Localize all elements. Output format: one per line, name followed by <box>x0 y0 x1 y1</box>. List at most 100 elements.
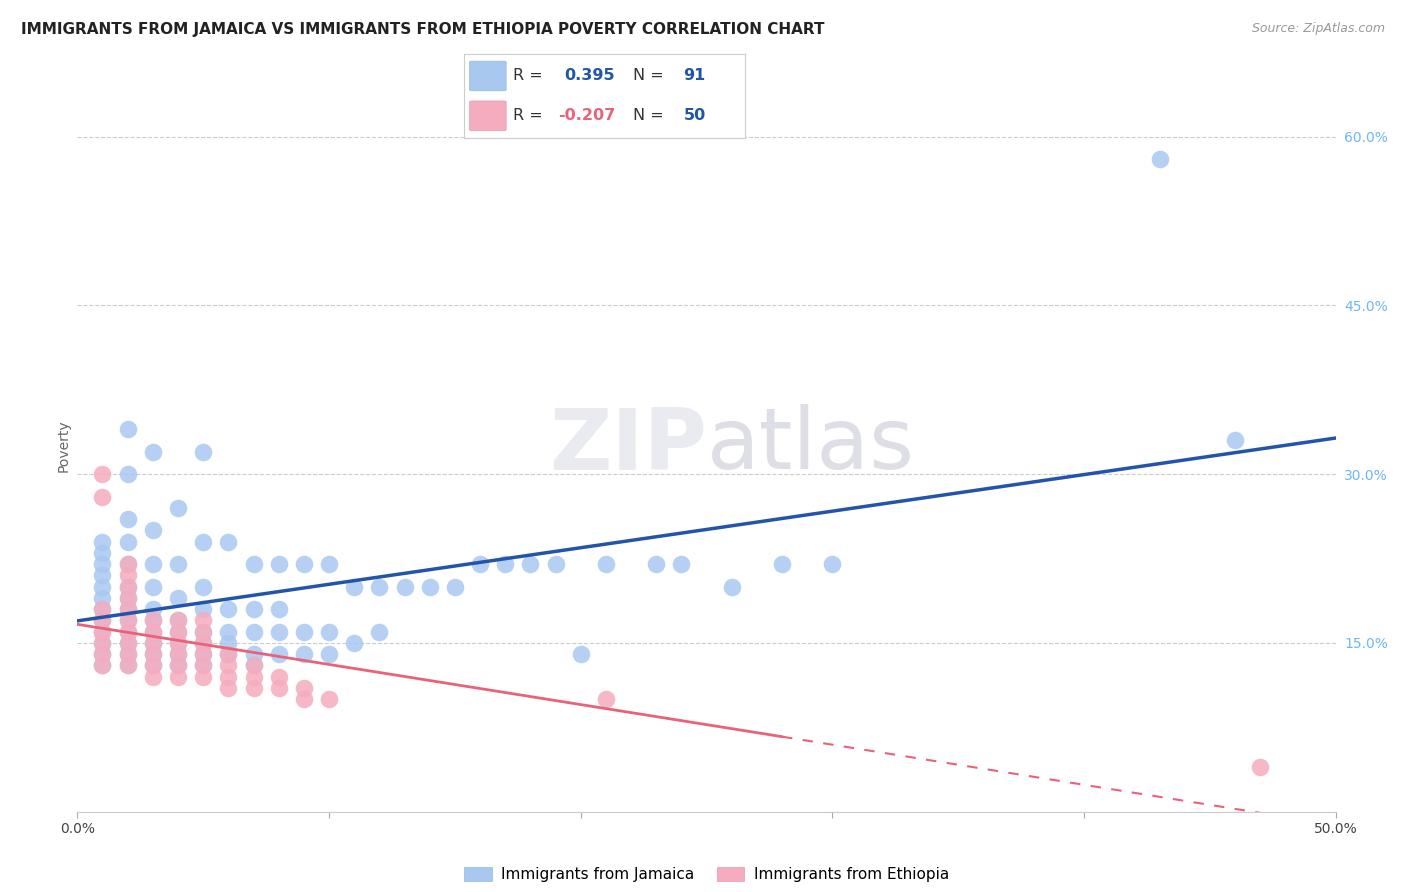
Point <box>167 614 190 628</box>
FancyBboxPatch shape <box>470 101 506 130</box>
Point <box>1249 760 1271 774</box>
Point <box>117 557 139 571</box>
Point <box>117 614 139 628</box>
Point <box>142 647 165 661</box>
Point <box>117 534 139 549</box>
Point <box>91 602 114 616</box>
Point <box>142 636 165 650</box>
Point <box>117 647 139 661</box>
Point <box>242 647 264 661</box>
Point <box>318 692 340 706</box>
Point <box>91 658 114 673</box>
Point <box>242 670 264 684</box>
Text: IMMIGRANTS FROM JAMAICA VS IMMIGRANTS FROM ETHIOPIA POVERTY CORRELATION CHART: IMMIGRANTS FROM JAMAICA VS IMMIGRANTS FR… <box>21 22 824 37</box>
Point <box>217 636 239 650</box>
Point <box>191 658 215 673</box>
Point <box>167 636 190 650</box>
Point <box>267 670 290 684</box>
Point <box>191 636 215 650</box>
Point <box>671 557 693 571</box>
Point <box>191 624 215 639</box>
Point <box>142 636 165 650</box>
Point <box>142 658 165 673</box>
Point <box>117 647 139 661</box>
Point <box>117 591 139 605</box>
Point <box>292 557 315 571</box>
Point <box>142 647 165 661</box>
Point <box>91 658 114 673</box>
Point <box>142 624 165 639</box>
Point <box>167 500 190 515</box>
Point <box>645 557 668 571</box>
Text: -0.207: -0.207 <box>558 108 616 123</box>
Point <box>142 614 165 628</box>
Point <box>142 614 165 628</box>
Point <box>595 692 617 706</box>
Point <box>368 624 391 639</box>
Point <box>318 557 340 571</box>
Point <box>91 647 114 661</box>
Point <box>217 624 239 639</box>
Point <box>1223 434 1246 448</box>
Point <box>191 580 215 594</box>
Point <box>167 614 190 628</box>
Point <box>167 647 190 661</box>
Point <box>720 580 742 594</box>
Point <box>167 670 190 684</box>
Point <box>117 591 139 605</box>
Point <box>91 591 114 605</box>
Point <box>91 624 114 639</box>
Point <box>519 557 541 571</box>
Point <box>117 658 139 673</box>
Point <box>494 557 516 571</box>
Point <box>217 658 239 673</box>
Point <box>368 580 391 594</box>
Legend: Immigrants from Jamaica, Immigrants from Ethiopia: Immigrants from Jamaica, Immigrants from… <box>458 861 955 888</box>
Point <box>267 624 290 639</box>
Point <box>167 636 190 650</box>
Point <box>142 624 165 639</box>
Text: N =: N = <box>633 68 664 83</box>
Point <box>142 658 165 673</box>
Point <box>217 602 239 616</box>
Point <box>117 624 139 639</box>
Point <box>117 636 139 650</box>
Point <box>318 647 340 661</box>
Point <box>142 580 165 594</box>
Point <box>217 681 239 695</box>
Point <box>191 636 215 650</box>
Point <box>191 614 215 628</box>
Point <box>117 557 139 571</box>
Point <box>91 614 114 628</box>
Point <box>191 670 215 684</box>
Point <box>91 568 114 582</box>
Point <box>343 580 366 594</box>
Point <box>419 580 441 594</box>
Point <box>117 580 139 594</box>
Text: ZIP: ZIP <box>548 404 707 488</box>
Point <box>770 557 793 571</box>
Point <box>91 467 114 482</box>
Point <box>267 557 290 571</box>
Point <box>191 624 215 639</box>
Point <box>167 624 190 639</box>
Point <box>117 602 139 616</box>
Point <box>142 524 165 538</box>
Point <box>267 602 290 616</box>
Point <box>117 614 139 628</box>
Point <box>191 444 215 458</box>
Point <box>91 580 114 594</box>
Point <box>444 580 467 594</box>
Text: 0.395: 0.395 <box>564 68 614 83</box>
Point <box>595 557 617 571</box>
Point <box>1149 152 1171 166</box>
FancyBboxPatch shape <box>470 62 506 91</box>
Point <box>191 602 215 616</box>
Point <box>142 602 165 616</box>
Point <box>191 647 215 661</box>
Point <box>91 636 114 650</box>
Text: N =: N = <box>633 108 664 123</box>
Point <box>544 557 567 571</box>
Point <box>569 647 592 661</box>
Point <box>117 636 139 650</box>
